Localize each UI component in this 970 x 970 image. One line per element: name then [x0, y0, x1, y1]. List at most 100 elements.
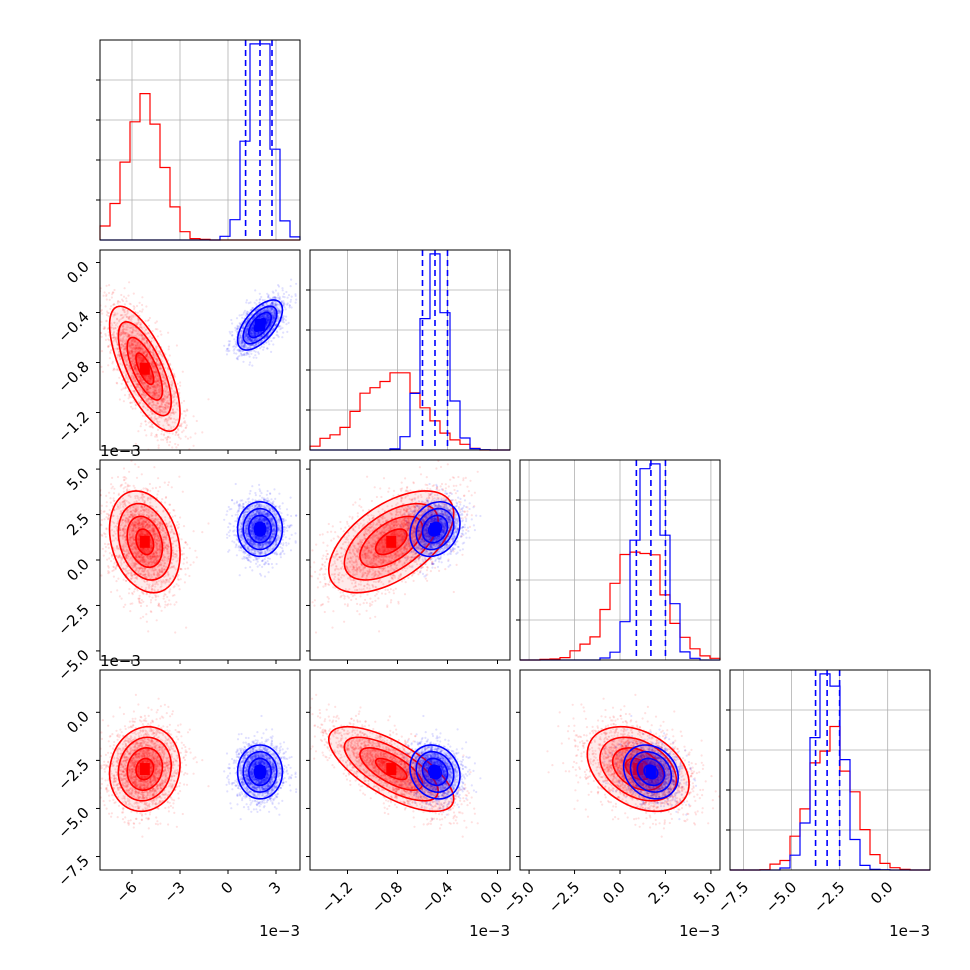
sample-point	[265, 309, 268, 312]
sample-point	[135, 330, 138, 333]
sample-point	[123, 347, 126, 350]
sample-point	[138, 353, 141, 357]
sample-point	[150, 404, 153, 407]
sample-point	[145, 342, 148, 345]
sample-point	[225, 353, 229, 356]
sample-point	[235, 352, 238, 355]
sample-point	[105, 298, 108, 301]
sample-point	[138, 386, 141, 389]
sample-point	[142, 357, 145, 361]
sample-point	[158, 405, 161, 408]
sample-point	[139, 358, 142, 361]
sample-point	[142, 359, 145, 362]
sample-point	[131, 362, 134, 365]
sample-point	[285, 323, 288, 326]
sample-point	[240, 342, 243, 345]
sample-point	[283, 302, 286, 305]
sample-point	[131, 328, 135, 331]
sample-point	[245, 332, 248, 336]
sample-point	[116, 341, 119, 344]
sample-point	[133, 377, 136, 380]
sample-point	[142, 351, 145, 355]
sample-point	[278, 303, 281, 306]
sample-point	[180, 422, 183, 425]
sample-point	[251, 306, 254, 310]
sample-point	[148, 386, 151, 389]
sample-point	[259, 331, 262, 334]
sample-point	[120, 314, 123, 317]
sample-point	[130, 342, 133, 345]
sample-point	[144, 328, 147, 332]
sample-point	[171, 421, 174, 424]
sample-point	[245, 333, 248, 336]
sample-point	[110, 296, 113, 299]
sample-point	[131, 354, 135, 357]
sample-point	[111, 336, 114, 339]
sample-point	[140, 347, 143, 350]
sample-point	[269, 325, 272, 328]
sample-point	[145, 340, 148, 343]
sample-point	[142, 405, 145, 408]
sample-point	[156, 379, 159, 382]
sample-point	[170, 383, 173, 386]
sample-point	[137, 354, 140, 357]
sample-point	[113, 321, 116, 324]
sample-point	[135, 340, 138, 343]
sample-point	[277, 285, 281, 288]
sample-point	[272, 317, 275, 320]
sample-point	[253, 331, 256, 334]
sample-point	[137, 386, 140, 389]
sample-point	[137, 319, 140, 322]
sample-point	[253, 332, 257, 336]
sample-point	[140, 393, 143, 396]
sample-point	[117, 492, 120, 495]
sample-point	[157, 385, 160, 388]
sample-point	[271, 315, 274, 318]
sample-point	[250, 329, 253, 332]
sample-point	[252, 324, 255, 327]
sample-point	[154, 381, 157, 384]
sample-point	[179, 384, 182, 387]
sample-point	[145, 354, 148, 357]
sample-point	[271, 314, 274, 317]
sample-point	[126, 309, 129, 312]
sample-point	[124, 375, 127, 378]
sample-point	[164, 407, 167, 410]
sample-point	[155, 386, 158, 390]
sample-point	[255, 332, 258, 336]
sample-point	[151, 364, 154, 367]
sample-point	[138, 344, 142, 347]
sample-point	[166, 399, 169, 402]
sample-point	[102, 554, 105, 557]
sample-point	[250, 332, 253, 335]
sample-point	[138, 376, 141, 379]
sample-point	[244, 335, 247, 338]
sample-point	[157, 446, 160, 449]
sample-point	[173, 417, 176, 420]
sample-point	[249, 332, 252, 335]
sample-point	[239, 340, 242, 343]
sample-point	[139, 349, 142, 352]
sample-point	[107, 338, 110, 341]
sample-point	[162, 424, 165, 427]
sample-point	[139, 348, 142, 351]
sample-point	[141, 345, 144, 348]
sample-point	[250, 344, 253, 347]
sample-point	[167, 423, 170, 426]
sample-point	[156, 439, 159, 442]
sample-point	[137, 321, 140, 324]
sample-point	[252, 316, 255, 319]
sample-point	[125, 372, 128, 375]
sample-point	[260, 345, 263, 348]
sample-point	[134, 347, 137, 351]
sample-point	[128, 353, 132, 356]
sample-point	[163, 389, 167, 392]
sample-point	[150, 374, 153, 377]
sample-point	[152, 385, 155, 388]
sample-point	[147, 390, 150, 394]
sample-point	[247, 346, 250, 350]
sample-point	[247, 323, 250, 326]
sample-point	[153, 393, 156, 396]
sample-point	[256, 333, 259, 336]
